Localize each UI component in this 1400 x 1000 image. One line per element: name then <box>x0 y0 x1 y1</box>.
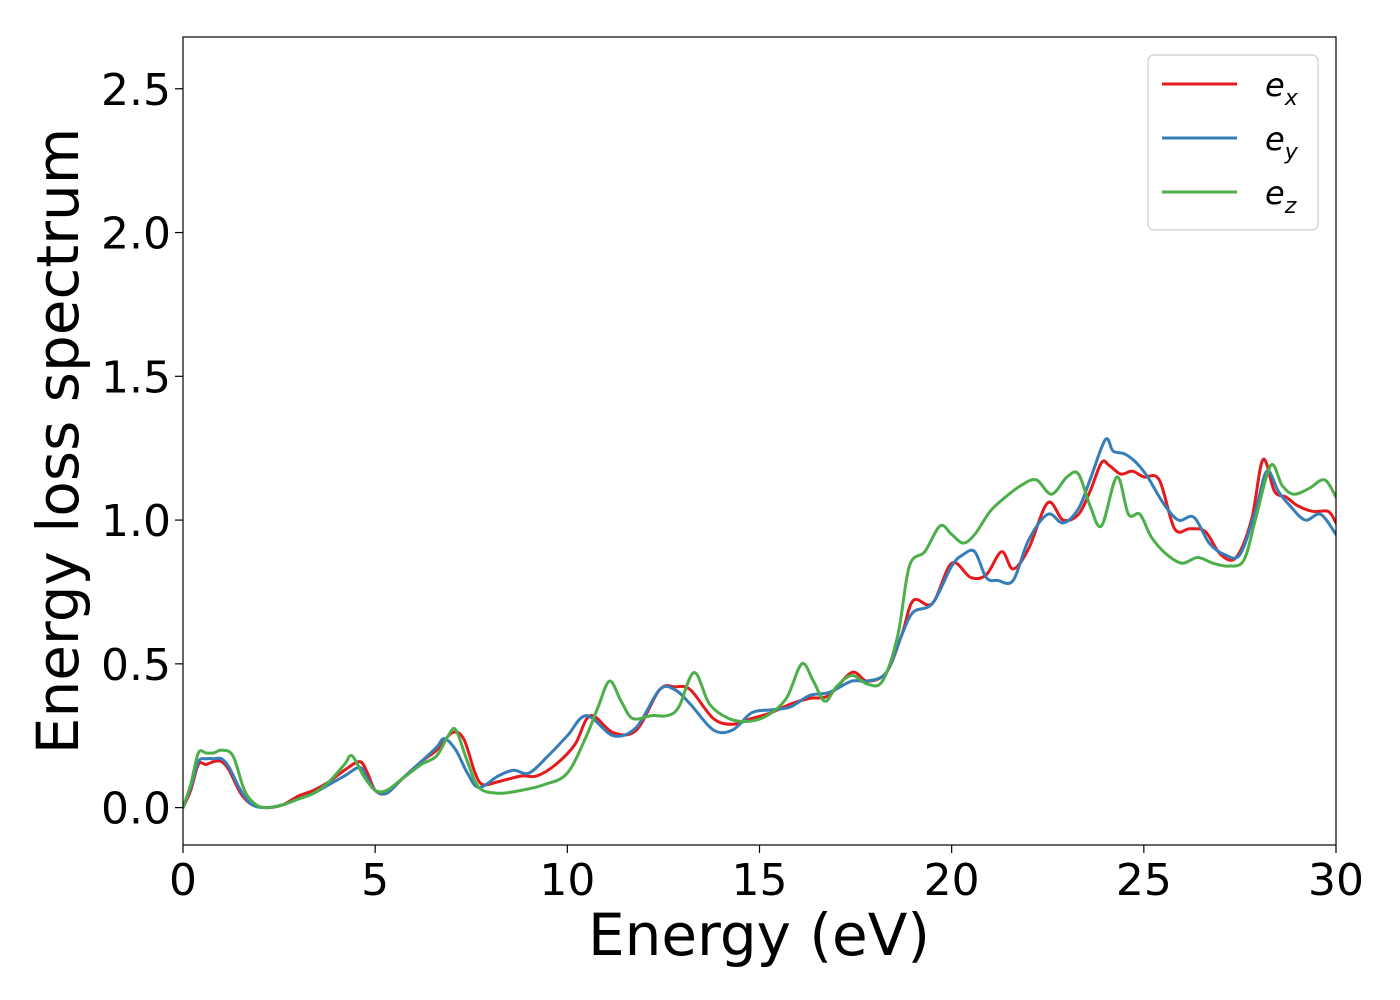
series-lines <box>183 437 1336 810</box>
x-axis-ticks: 0 5 10 15 20 25 30 <box>169 845 1364 906</box>
x-tick-label: 15 <box>732 855 788 906</box>
x-tick-label: 25 <box>1116 855 1172 906</box>
series-line-y <box>183 437 1336 810</box>
y-tick-label: 0.5 <box>101 640 171 691</box>
legend-box <box>1147 54 1319 231</box>
y-tick-label: 2.0 <box>101 209 171 260</box>
y-axis-label: Energy loss spectrum <box>24 128 92 754</box>
legend-label-x: ex <box>1265 66 1299 111</box>
y-tick-label: 2.5 <box>101 65 171 116</box>
x-axis-label: Energy (eV) <box>588 901 930 969</box>
x-tick-label: 0 <box>169 855 197 906</box>
legend-label-y: ey <box>1265 120 1299 165</box>
plot-area <box>182 36 1337 846</box>
y-tick-label: 0.0 <box>101 784 171 835</box>
x-tick-label: 30 <box>1308 855 1364 906</box>
legend: ex ey ez <box>1147 54 1319 231</box>
series-line-z <box>183 462 1336 810</box>
x-tick-label: 5 <box>361 855 389 906</box>
x-tick-label: 20 <box>924 855 980 906</box>
legend-label-z: ez <box>1265 174 1297 219</box>
y-tick-label: 1.5 <box>101 352 171 403</box>
y-axis-ticks: 0.0 0.5 1.0 1.5 2.0 2.5 <box>101 65 183 835</box>
x-tick-label: 10 <box>539 855 595 906</box>
y-tick-label: 1.0 <box>101 496 171 547</box>
